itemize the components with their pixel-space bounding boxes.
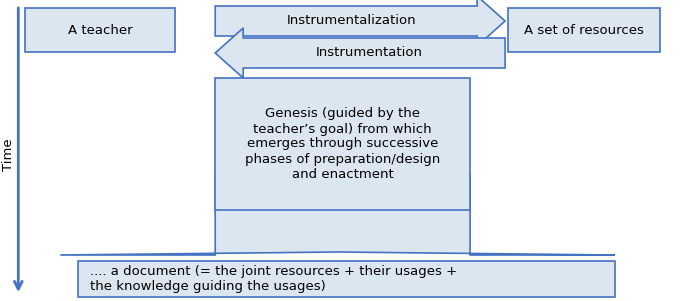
Bar xyxy=(508,8,660,52)
Bar xyxy=(25,8,175,52)
Text: Instrumentalization: Instrumentalization xyxy=(286,14,416,27)
Text: A set of resources: A set of resources xyxy=(524,23,644,36)
Bar xyxy=(215,78,470,210)
Text: Time: Time xyxy=(2,139,15,171)
Text: Genesis (guided by the
teacher’s goal) from which
emerges through successive
pha: Genesis (guided by the teacher’s goal) f… xyxy=(245,107,440,181)
Polygon shape xyxy=(60,175,615,255)
Text: A teacher: A teacher xyxy=(68,23,133,36)
Text: .... a document (= the joint resources + their usages +
the knowledge guiding th: .... a document (= the joint resources +… xyxy=(90,265,458,293)
Polygon shape xyxy=(215,28,505,78)
Text: Instrumentation: Instrumentation xyxy=(316,46,423,60)
Bar xyxy=(78,261,615,297)
Polygon shape xyxy=(215,0,505,46)
